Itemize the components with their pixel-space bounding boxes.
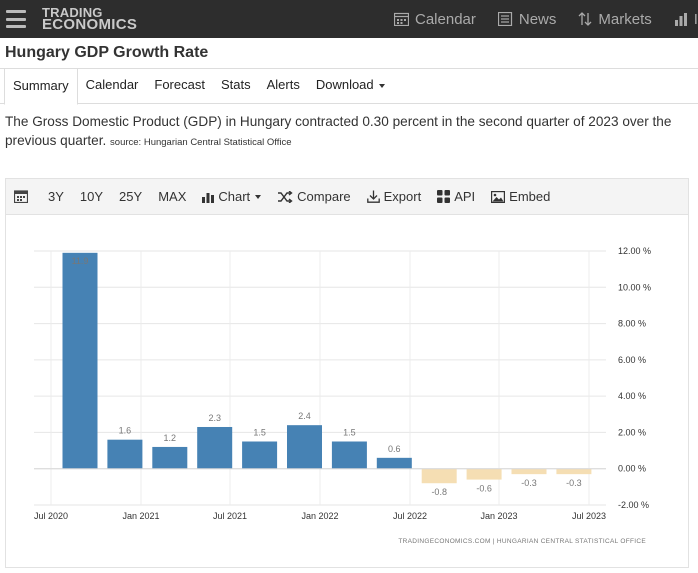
range-3y-button[interactable]: 3Y — [48, 189, 64, 204]
nav-indicators[interactable]: In — [674, 11, 698, 28]
x-tick-label: Jul 2023 — [572, 511, 606, 521]
bar-chart-icon — [202, 192, 215, 203]
description-source: source: Hungarian Central Statistical Of… — [110, 137, 292, 148]
data-label: 1.2 — [164, 433, 177, 443]
embed-label: Embed — [509, 189, 551, 204]
range-max-button[interactable]: MAX — [158, 189, 187, 204]
chart-type-label: Chart — [218, 189, 251, 204]
nav-markets-label: Markets — [598, 10, 652, 28]
data-label: -0.3 — [521, 478, 537, 488]
api-button[interactable]: API — [437, 189, 475, 204]
bar-q3-2021[interactable] — [242, 441, 278, 469]
data-label: 1.5 — [253, 428, 266, 438]
page-title: Hungary GDP Growth Rate — [5, 44, 209, 61]
shuffle-icon — [278, 190, 293, 203]
calendar-icon — [14, 190, 28, 203]
calendar-picker-button[interactable] — [14, 190, 32, 203]
x-tick-label: Jul 2020 — [34, 511, 68, 521]
tab-download[interactable]: Download — [308, 68, 393, 104]
y-tick-label: -2.00 % — [618, 500, 649, 510]
bar-q2-2022[interactable] — [376, 457, 412, 469]
export-label: Export — [383, 189, 422, 204]
y-tick-label: 10.00 % — [618, 282, 651, 292]
bar-q4-2022[interactable] — [466, 468, 502, 480]
bar-q3-2022[interactable] — [421, 468, 457, 484]
tab-alerts[interactable]: Alerts — [266, 77, 300, 92]
nav-calendar-label: Calendar — [415, 10, 476, 28]
y-tick-label: 8.00 % — [618, 319, 646, 329]
logo-line2: ECONOMICS — [42, 16, 138, 33]
data-label: 11.9 — [72, 256, 89, 266]
y-tick-label: 4.00 % — [618, 391, 646, 401]
description-text: The Gross Domestic Product (GDP) in Hung… — [5, 114, 672, 148]
chart-panel: 3Y 10Y 25Y MAX Chart Compare Export API … — [5, 178, 689, 568]
logo-line1: TRADING — [42, 5, 103, 20]
nav-markets[interactable]: Markets — [578, 10, 652, 28]
bar-q3-2020[interactable] — [62, 252, 98, 469]
nav-news-label: News — [518, 10, 557, 28]
markets-icon — [578, 12, 592, 26]
range-10y-button[interactable]: 10Y — [79, 189, 104, 204]
data-label: 1.5 — [343, 428, 356, 438]
tab-forecast[interactable]: Forecast — [154, 77, 205, 92]
y-tick-label: 0.00 % — [618, 464, 646, 474]
download-icon — [366, 190, 380, 203]
x-tick-label: Jan 2021 — [122, 511, 159, 521]
x-tick-label: Jul 2022 — [393, 511, 427, 521]
tab-calendar[interactable]: Calendar — [85, 77, 139, 92]
bar-chart: 12.00 % 10.00 % 8.00 % 6.00 % 4.00 % 2.00 % 0.… — [34, 246, 651, 545]
image-icon — [491, 190, 506, 203]
bar-q2-2023[interactable] — [556, 468, 592, 475]
data-label: 1.6 — [119, 426, 132, 436]
data-label: 0.6 — [388, 444, 401, 454]
bar-q1-2021[interactable] — [152, 446, 188, 469]
bar-q1-2022[interactable] — [331, 441, 367, 469]
site-logo[interactable]: TRADING ECONOMICS — [42, 5, 138, 33]
chevron-down-icon — [378, 83, 385, 88]
compare-label: Compare — [297, 189, 351, 204]
tab-download-label: Download — [315, 77, 374, 92]
x-tick-label: Jul 2021 — [213, 511, 247, 521]
data-label: 2.3 — [208, 413, 221, 423]
chevron-down-icon — [255, 194, 262, 199]
data-label: 2.4 — [298, 411, 311, 421]
api-label: API — [454, 189, 476, 204]
data-label: -0.6 — [476, 484, 492, 494]
export-button[interactable]: Export — [366, 189, 422, 204]
news-icon — [497, 12, 512, 26]
top-navbar: TRADING ECONOMICS Calendar News Markets … — [0, 0, 698, 38]
x-tick-label: Jan 2023 — [480, 511, 517, 521]
nav-indicators-label: In — [693, 10, 698, 28]
indicators-icon — [674, 13, 687, 26]
nav-news[interactable]: News — [497, 10, 557, 28]
hamburger-menu-icon[interactable] — [6, 10, 26, 28]
embed-button[interactable]: Embed — [491, 189, 550, 204]
nav-calendar[interactable]: Calendar — [394, 11, 476, 28]
bar-q4-2020[interactable] — [107, 439, 143, 469]
compare-button[interactable]: Compare — [277, 189, 351, 204]
range-25y-button[interactable]: 25Y — [119, 189, 143, 204]
y-tick-label: 12.00 % — [618, 246, 651, 256]
data-label: -0.8 — [431, 487, 447, 497]
chart-toolbar: 3Y 10Y 25Y MAX Chart Compare Export API … — [6, 179, 688, 215]
api-grid-icon — [437, 190, 451, 203]
chart-credit: TRADINGECONOMICS.COM | HUNGARIAN CENTRAL… — [398, 538, 646, 545]
tab-summary[interactable]: Summary — [4, 68, 78, 105]
data-label: -0.3 — [566, 478, 582, 488]
bar-q1-2023[interactable] — [511, 468, 547, 475]
calendar-icon — [394, 12, 409, 26]
x-tick-label: Jan 2022 — [301, 511, 338, 521]
y-tick-label: 6.00 % — [618, 355, 646, 365]
tab-bar: Summary Calendar Forecast Stats Alerts D… — [0, 68, 698, 105]
description: The Gross Domestic Product (GDP) in Hung… — [5, 112, 695, 152]
bar-q4-2021[interactable] — [287, 425, 322, 469]
bar-q2-2021[interactable] — [197, 426, 233, 469]
chart-type-button[interactable]: Chart — [202, 189, 262, 204]
y-tick-label: 2.00 % — [618, 427, 646, 437]
tab-stats[interactable]: Stats — [220, 77, 251, 92]
